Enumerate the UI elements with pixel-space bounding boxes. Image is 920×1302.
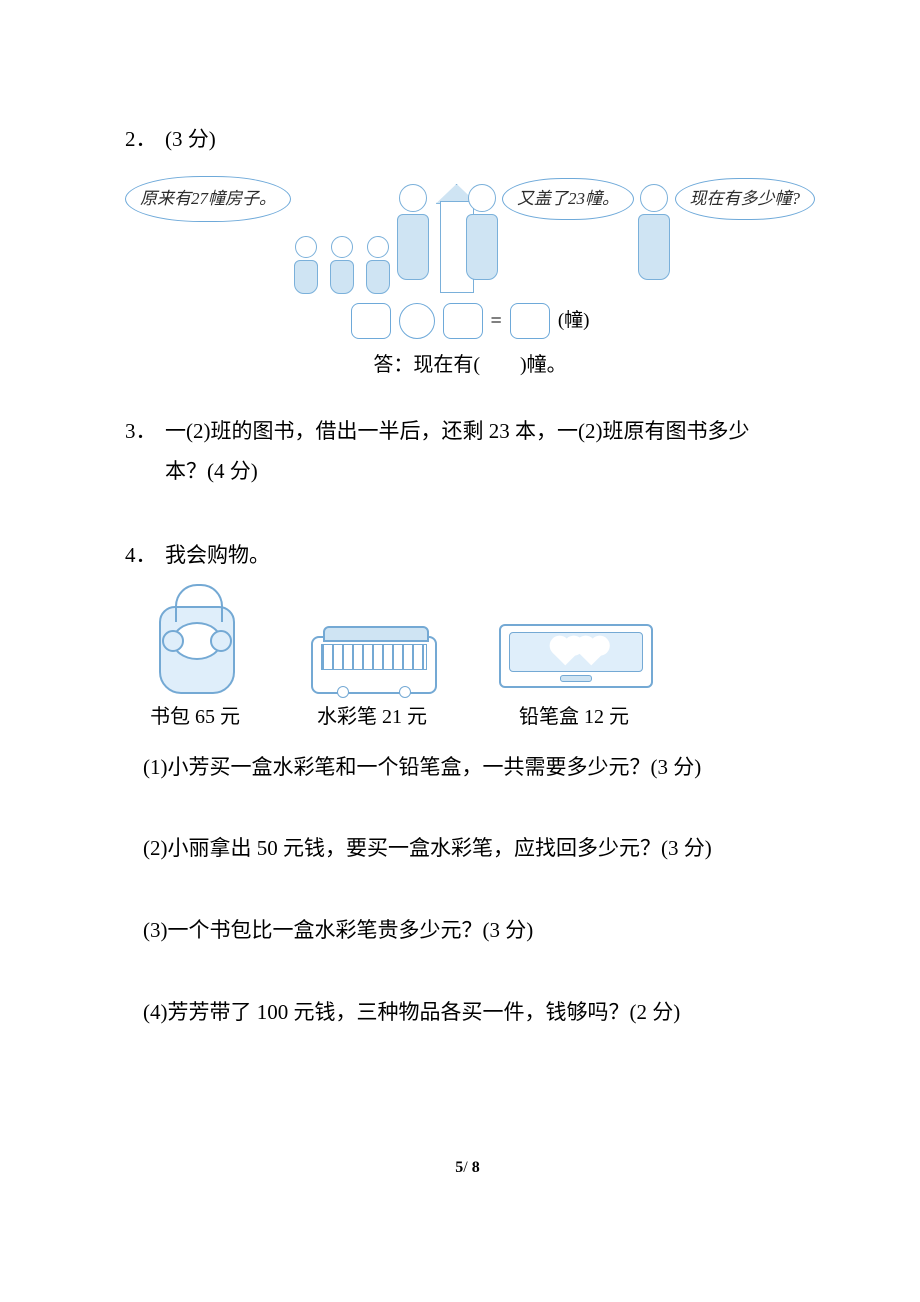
unit-label: (幢) xyxy=(558,303,590,339)
q4-sub2: (2)小丽拿出 50 元钱，要买一盒水彩笔，应找回多少元？(3 分) xyxy=(125,829,810,869)
q4-head: 4． 我会购物。 xyxy=(125,536,810,576)
q4-title: 我会购物。 xyxy=(165,536,270,576)
q3-text-line2: 本？(4 分) xyxy=(165,459,258,483)
shopping-items: 书包 65 元 水彩笔 21 元 xyxy=(127,586,810,736)
worker-icon xyxy=(461,184,502,294)
equals-sign: = xyxy=(491,302,502,340)
q4-sub4: (4)芳芳带了 100 元钱，三种物品各买一件，钱够吗？(2 分) xyxy=(125,993,810,1033)
q2-illus-row: 原来有27幢房子。 又盖了23幢。 现在有多少幢? xyxy=(125,166,815,294)
speech-bubble-1: 原来有27幢房子。 xyxy=(125,176,291,222)
pencil-case-icon xyxy=(499,616,649,694)
footer-total: 8 xyxy=(472,1159,480,1176)
woman-icon xyxy=(393,184,434,294)
q2-points: (3 分) xyxy=(165,120,216,160)
q4-number: 4． xyxy=(125,536,165,576)
question-2: 2． (3 分) 原来有27幢房子。 又盖了23幢。 xyxy=(125,120,810,384)
q4-sub1: (1)小芳买一盒水彩笔和一个铅笔盒，一共需要多少元？(3 分) xyxy=(125,748,810,788)
q2-head: 2． (3 分) xyxy=(125,120,810,160)
q2-answer-line: 答：现在有( )幢。 xyxy=(125,346,815,384)
q3-row1: 3． 一(2)班的图书，借出一半后，还剩 23 本，一(2)班原有图书多少 xyxy=(125,412,810,452)
footer-sep: / xyxy=(463,1159,471,1176)
girl-icon xyxy=(634,184,675,294)
q3-row2: 本？(4 分) xyxy=(125,452,810,492)
blank-box-1[interactable] xyxy=(351,303,391,339)
bag-label: 书包 65 元 xyxy=(150,698,240,736)
q2-equation: = (幢) xyxy=(125,302,815,340)
item-pens: 水彩笔 21 元 xyxy=(307,614,437,736)
q2-illustration: 原来有27幢房子。 又盖了23幢。 现在有多少幢? xyxy=(125,166,815,384)
pens-label: 水彩笔 21 元 xyxy=(317,698,427,736)
q3-number: 3． xyxy=(125,412,165,452)
blank-box-result[interactable] xyxy=(510,303,550,339)
page: 2． (3 分) 原来有27幢房子。 又盖了23幢。 xyxy=(0,0,920,1244)
item-bag: 书包 65 元 xyxy=(145,586,245,736)
q3-text-line1: 一(2)班的图书，借出一半后，还剩 23 本，一(2)班原有图书多少 xyxy=(165,412,749,452)
blank-circle-operator[interactable] xyxy=(399,303,435,339)
speech-bubble-3: 现在有多少幢? xyxy=(675,178,816,220)
children-icon xyxy=(291,226,393,294)
blank-box-2[interactable] xyxy=(443,303,483,339)
watercolor-pens-icon xyxy=(307,614,437,694)
bag-icon xyxy=(145,586,245,694)
q2-number: 2． xyxy=(125,120,165,160)
page-footer: 5/ 8 xyxy=(125,1153,810,1183)
item-pencil-case: 铅笔盒 12 元 xyxy=(499,616,649,736)
q4-sub3: (3)一个书包比一盒水彩笔贵多少元？(3 分) xyxy=(125,911,810,951)
question-3: 3． 一(2)班的图书，借出一半后，还剩 23 本，一(2)班原有图书多少 本？… xyxy=(125,412,810,492)
case-label: 铅笔盒 12 元 xyxy=(519,698,629,736)
speech-bubble-2: 又盖了23幢。 xyxy=(502,178,634,220)
house-icon xyxy=(434,184,462,294)
question-4: 4． 我会购物。 书包 65 元 水彩笔 21 元 xyxy=(125,536,810,1033)
